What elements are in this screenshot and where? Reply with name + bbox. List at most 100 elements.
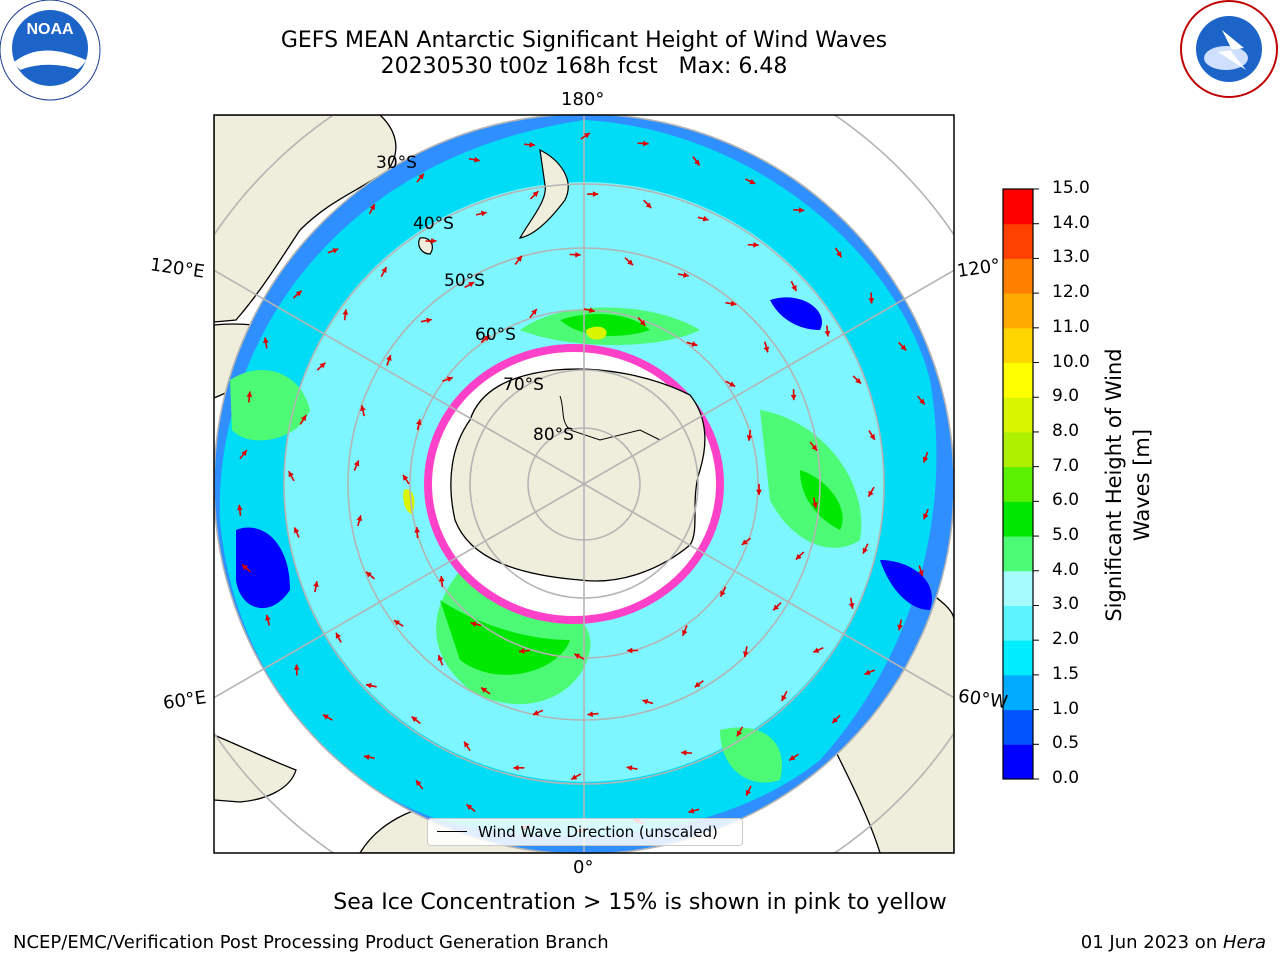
colorbar-tick-label: 0.0 bbox=[1052, 768, 1080, 788]
wind-arrow bbox=[852, 375, 862, 385]
colorbar-tick-label: 12.0 bbox=[1052, 282, 1090, 303]
wind-arrow bbox=[414, 527, 420, 539]
wind-arrow bbox=[637, 317, 647, 327]
colorbar-tick-label: 13.0 bbox=[1052, 247, 1090, 268]
lat-label-30s: 30°S bbox=[376, 153, 417, 173]
colorbar-segment bbox=[1003, 536, 1033, 572]
colorbar-segment bbox=[1003, 466, 1033, 502]
wind-arrow bbox=[529, 308, 538, 319]
wind-arrow bbox=[868, 292, 875, 304]
colorbar-tick-label: 14.0 bbox=[1052, 212, 1090, 233]
wind-arrow bbox=[864, 669, 875, 676]
wind-arrow bbox=[643, 199, 652, 209]
colorbar-segment bbox=[1003, 327, 1033, 364]
wind-arrow bbox=[529, 190, 539, 200]
wind-arrow bbox=[694, 679, 704, 688]
colorbar-label-line-2: Waves [m] bbox=[1130, 428, 1154, 542]
wind-arrow bbox=[688, 807, 700, 814]
wind-arrow bbox=[239, 449, 248, 460]
wind-arrow bbox=[523, 141, 536, 148]
wind-arrow bbox=[425, 238, 437, 244]
wind-arrow bbox=[795, 551, 805, 561]
colorbar-tick-label: 2.0 bbox=[1052, 629, 1080, 650]
lon-label-180: 180° bbox=[561, 89, 605, 110]
wind-arrow bbox=[868, 430, 876, 441]
wind-arrow bbox=[316, 362, 326, 371]
wind-arrow bbox=[772, 602, 782, 611]
wind-arrow bbox=[583, 307, 595, 314]
wind-arrow bbox=[342, 309, 349, 321]
wind-arrow bbox=[627, 647, 639, 654]
wind-arrow bbox=[626, 765, 638, 771]
wind-arrow bbox=[293, 527, 300, 538]
colorbar-tick-label: 1.0 bbox=[1052, 698, 1080, 719]
wind-arrow bbox=[736, 726, 744, 737]
colorbar-segment bbox=[1003, 744, 1033, 780]
wind-arrow bbox=[781, 690, 788, 702]
wind-arrow bbox=[697, 215, 709, 222]
wind-arrow bbox=[514, 255, 523, 266]
colorbar-tick-label: 6.0 bbox=[1052, 490, 1080, 511]
wind-arrow bbox=[570, 773, 582, 781]
wind-arrow bbox=[725, 380, 736, 388]
wind-arrow bbox=[580, 132, 591, 140]
colorbar-tick-label: 5.0 bbox=[1052, 525, 1080, 546]
wind-arrow bbox=[513, 764, 525, 771]
wind-arrow bbox=[763, 341, 770, 353]
wind-arrow bbox=[898, 341, 907, 351]
colorbar-segment bbox=[1003, 431, 1033, 468]
wind-arrow bbox=[437, 654, 444, 666]
legend-line-sample bbox=[437, 831, 467, 832]
lon-label-0: 0° bbox=[573, 857, 594, 878]
wind-arrow bbox=[922, 508, 929, 520]
wind-arrow bbox=[790, 389, 797, 401]
wind-arrow bbox=[327, 248, 339, 254]
wind-arrow bbox=[411, 715, 421, 724]
colorbar-segment bbox=[1003, 640, 1033, 676]
colorbar-segment bbox=[1003, 605, 1033, 641]
wind-arrow bbox=[402, 474, 410, 485]
colorbar-label-line-1: Significant Height of Wind bbox=[1102, 348, 1126, 622]
wind-arrow bbox=[241, 563, 251, 573]
wind-arrow bbox=[288, 470, 295, 482]
wind-arrow bbox=[587, 711, 599, 718]
svg-text:NOAA: NOAA bbox=[26, 21, 74, 38]
wind-arrow bbox=[463, 741, 471, 752]
wind-arrow bbox=[681, 749, 693, 756]
wind-arrow bbox=[747, 242, 759, 248]
colorbar-tick-label: 1.5 bbox=[1052, 663, 1080, 684]
wind-arrow bbox=[442, 376, 454, 382]
wind-arrow bbox=[386, 354, 392, 366]
colorbar-segment bbox=[1003, 362, 1033, 398]
wind-arrow bbox=[831, 714, 841, 724]
wind-arrow bbox=[420, 317, 432, 324]
wind-arrow bbox=[246, 391, 253, 403]
wind-arrow bbox=[812, 647, 824, 654]
wind-arrow bbox=[587, 191, 599, 197]
colorbar-segment bbox=[1003, 397, 1033, 433]
wind-arrow bbox=[573, 653, 585, 660]
wind-arrow bbox=[745, 785, 752, 797]
lat-label-50s: 50°S bbox=[444, 271, 485, 291]
wind-arrow bbox=[741, 537, 751, 546]
wind-arrow bbox=[862, 543, 869, 554]
map-legend: Wind Wave Direction (unscaled) bbox=[427, 818, 743, 846]
title-line-2: 20230530 t00z 168h fcst Max: 6.48 bbox=[380, 54, 788, 79]
wind-arrow bbox=[353, 460, 360, 471]
title-line-1: GEFS MEAN Antarctic Significant Height o… bbox=[280, 28, 888, 53]
wind-arrow bbox=[313, 581, 319, 593]
wind-arrow bbox=[809, 441, 818, 452]
wind-arrow bbox=[742, 646, 749, 658]
noaa-logo: NOAA bbox=[0, 0, 101, 101]
wind-arrow bbox=[922, 451, 929, 463]
wind-arrow bbox=[365, 682, 377, 689]
wind-arrow bbox=[824, 325, 831, 337]
lat-label-40s: 40°S bbox=[413, 214, 454, 234]
wind-arrow bbox=[725, 300, 737, 307]
map-panel bbox=[213, 114, 955, 854]
wind-arrow bbox=[480, 686, 491, 695]
wind-arrow bbox=[812, 497, 818, 509]
wind-arrow bbox=[569, 251, 581, 258]
wind-arrow bbox=[470, 621, 482, 627]
